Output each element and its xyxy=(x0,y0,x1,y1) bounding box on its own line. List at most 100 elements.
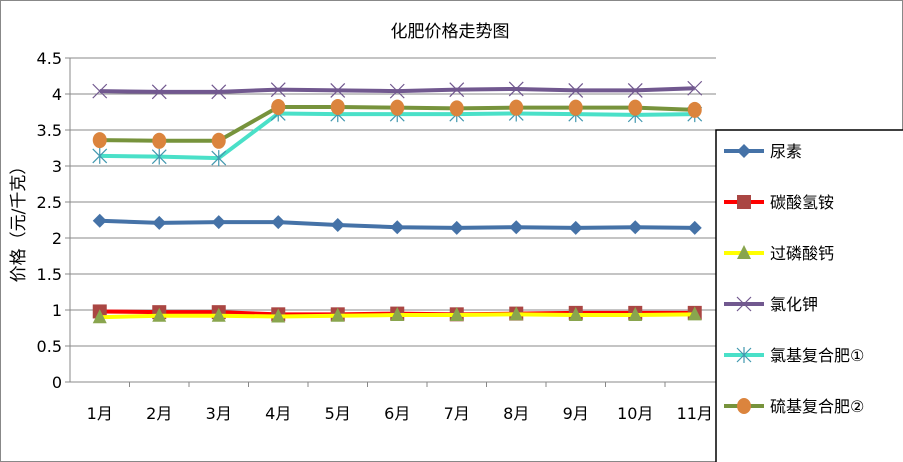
x-marker-stroke xyxy=(736,296,752,312)
x-marker xyxy=(330,82,346,98)
circle-marker xyxy=(330,98,345,115)
diamond-marker xyxy=(687,220,702,235)
x-marker-stroke xyxy=(508,81,524,97)
diamond-marker xyxy=(568,220,583,235)
triangle-marker xyxy=(330,307,345,322)
legend-label: 尿素 xyxy=(770,142,802,161)
x-marker-stroke xyxy=(330,82,346,98)
circle-marker xyxy=(449,100,464,117)
x-marker-stroke xyxy=(270,82,286,98)
x-marker xyxy=(568,82,584,98)
circle-marker xyxy=(628,99,643,116)
y-axis-label: 价格（元/千克） xyxy=(9,158,29,283)
triangle-marker xyxy=(92,309,107,324)
y-tick-label: 4.5 xyxy=(37,49,62,68)
x-marker-stroke xyxy=(389,83,405,99)
series-尿素 xyxy=(92,213,702,235)
triangle-marker xyxy=(271,308,286,323)
series-过磷酸钙 xyxy=(92,306,702,324)
y-tick-label: 3.5 xyxy=(37,121,62,140)
circle-marker xyxy=(211,132,226,149)
legend-item: 氯基复合肥① xyxy=(724,346,864,365)
star-marker-stroke xyxy=(92,147,108,164)
diamond-marker xyxy=(152,215,167,230)
x-marker-stroke xyxy=(687,80,703,96)
star-marker xyxy=(151,148,167,165)
diamond-marker xyxy=(92,213,107,228)
triangle-marker xyxy=(390,307,405,322)
triangle-marker xyxy=(737,245,751,259)
x-marker-stroke xyxy=(211,84,227,100)
diamond-marker xyxy=(737,144,751,158)
legend-label: 过磷酸钙 xyxy=(770,244,834,263)
legend-item: 硫基复合肥② xyxy=(724,397,864,416)
diamond-marker xyxy=(330,218,345,233)
circle-marker xyxy=(509,99,524,116)
y-tick-label: 3 xyxy=(52,157,62,176)
x-marker xyxy=(687,80,703,96)
star-marker-stroke xyxy=(151,148,167,165)
triangle-marker xyxy=(211,307,226,322)
x-marker xyxy=(211,84,227,100)
x-marker-stroke xyxy=(151,84,167,100)
triangle-marker xyxy=(628,307,643,322)
star-marker xyxy=(92,147,108,164)
x-marker xyxy=(389,83,405,99)
legend-label: 硫基复合肥② xyxy=(770,397,864,416)
x-tick-label: 4月 xyxy=(265,404,291,423)
x-marker xyxy=(92,83,108,99)
square-marker xyxy=(737,195,751,209)
y-tick-label: 1 xyxy=(52,301,62,320)
x-marker xyxy=(449,82,465,98)
diamond-marker xyxy=(271,215,286,230)
diamond-marker xyxy=(509,220,524,235)
diamond-marker xyxy=(628,220,643,235)
triangle-marker xyxy=(449,307,464,322)
x-tick-label: 5月 xyxy=(325,404,351,423)
star-marker-stroke xyxy=(736,347,752,363)
circle-marker xyxy=(737,398,751,414)
y-tick-label: 1.5 xyxy=(37,265,62,284)
star-marker xyxy=(736,347,752,363)
legend-label: 氯基复合肥① xyxy=(770,346,864,365)
y-tick-label: 4 xyxy=(52,85,62,104)
circle-marker xyxy=(568,99,583,116)
x-tick-label: 7月 xyxy=(444,404,470,423)
diamond-marker xyxy=(390,220,405,235)
x-tick-label: 3月 xyxy=(206,404,232,423)
y-tick-label: 0 xyxy=(52,373,62,392)
chart-title: 化肥价格走势图 xyxy=(391,22,510,42)
triangle-marker xyxy=(509,306,524,321)
x-marker-stroke xyxy=(627,82,643,98)
y-tick-label: 2 xyxy=(52,229,62,248)
x-marker xyxy=(508,81,524,97)
star-marker xyxy=(211,150,227,167)
x-marker-stroke xyxy=(92,83,108,99)
x-tick-label: 1月 xyxy=(87,404,113,423)
legend-item: 尿素 xyxy=(724,142,802,161)
circle-marker xyxy=(390,99,405,116)
x-marker-stroke xyxy=(568,82,584,98)
x-tick-label: 9月 xyxy=(563,404,589,423)
x-marker xyxy=(151,84,167,100)
series-氯化钾 xyxy=(92,80,703,100)
legend-label: 碳酸氢铵 xyxy=(770,193,834,212)
x-marker-stroke xyxy=(449,82,465,98)
y-tick-label: 0.5 xyxy=(37,337,62,356)
legend-item: 碳酸氢铵 xyxy=(724,193,834,212)
circle-marker xyxy=(271,98,286,115)
legend-label: 氯化钾 xyxy=(770,295,818,314)
x-tick-label: 11月 xyxy=(677,404,713,423)
circle-marker xyxy=(152,132,167,149)
x-marker xyxy=(627,82,643,98)
star-marker-stroke xyxy=(211,150,227,167)
circle-marker xyxy=(687,101,702,118)
triangle-marker xyxy=(568,307,583,322)
x-tick-label: 6月 xyxy=(384,404,410,423)
triangle-marker xyxy=(687,306,702,321)
diamond-marker xyxy=(211,215,226,230)
diamond-marker xyxy=(449,220,464,235)
y-tick-label: 2.5 xyxy=(37,193,62,212)
